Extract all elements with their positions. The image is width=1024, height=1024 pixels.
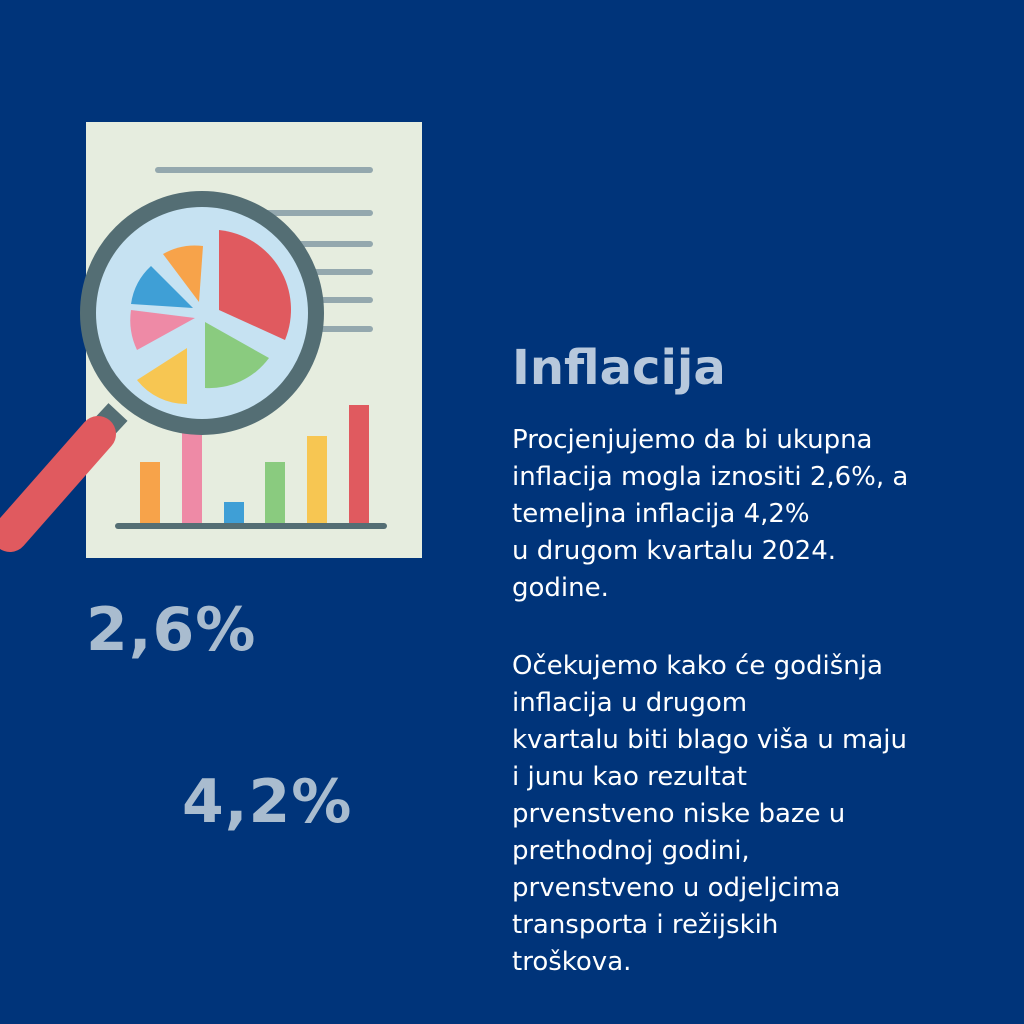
pie-chart-icon: [130, 230, 292, 405]
bar-pink: [182, 432, 202, 524]
document-text-lines: [155, 167, 373, 332]
bar-blue: [224, 502, 244, 524]
pie-slice-yellow: [137, 348, 187, 405]
pie-slice-red: [219, 230, 292, 340]
bar-red: [349, 405, 369, 524]
paragraph-expectation: Očekujemo kako će godišnja inflacija u d…: [512, 651, 907, 977]
page-title: Inflacija: [512, 340, 726, 396]
magnifier-handle: [0, 403, 128, 552]
magnifier-ring: [80, 191, 324, 435]
pie-slice-pink: [130, 310, 195, 350]
document-with-magnifier-and-charts-icon: [0, 122, 422, 558]
pie-slice-blue: [131, 266, 193, 308]
bar-green: [265, 462, 285, 524]
bar-yellow: [307, 436, 327, 524]
core-inflation-value: 4,2%: [182, 767, 353, 837]
pie-slice-green: [205, 322, 269, 389]
pie-slice-orange: [163, 245, 203, 302]
bar-chart-icon: [115, 405, 387, 529]
bar-orange: [140, 462, 160, 524]
headline-inflation-value: 2,6%: [86, 595, 257, 665]
paragraph-forecast: Procjenjujemo da bi ukupna inflacija mog…: [512, 425, 909, 603]
